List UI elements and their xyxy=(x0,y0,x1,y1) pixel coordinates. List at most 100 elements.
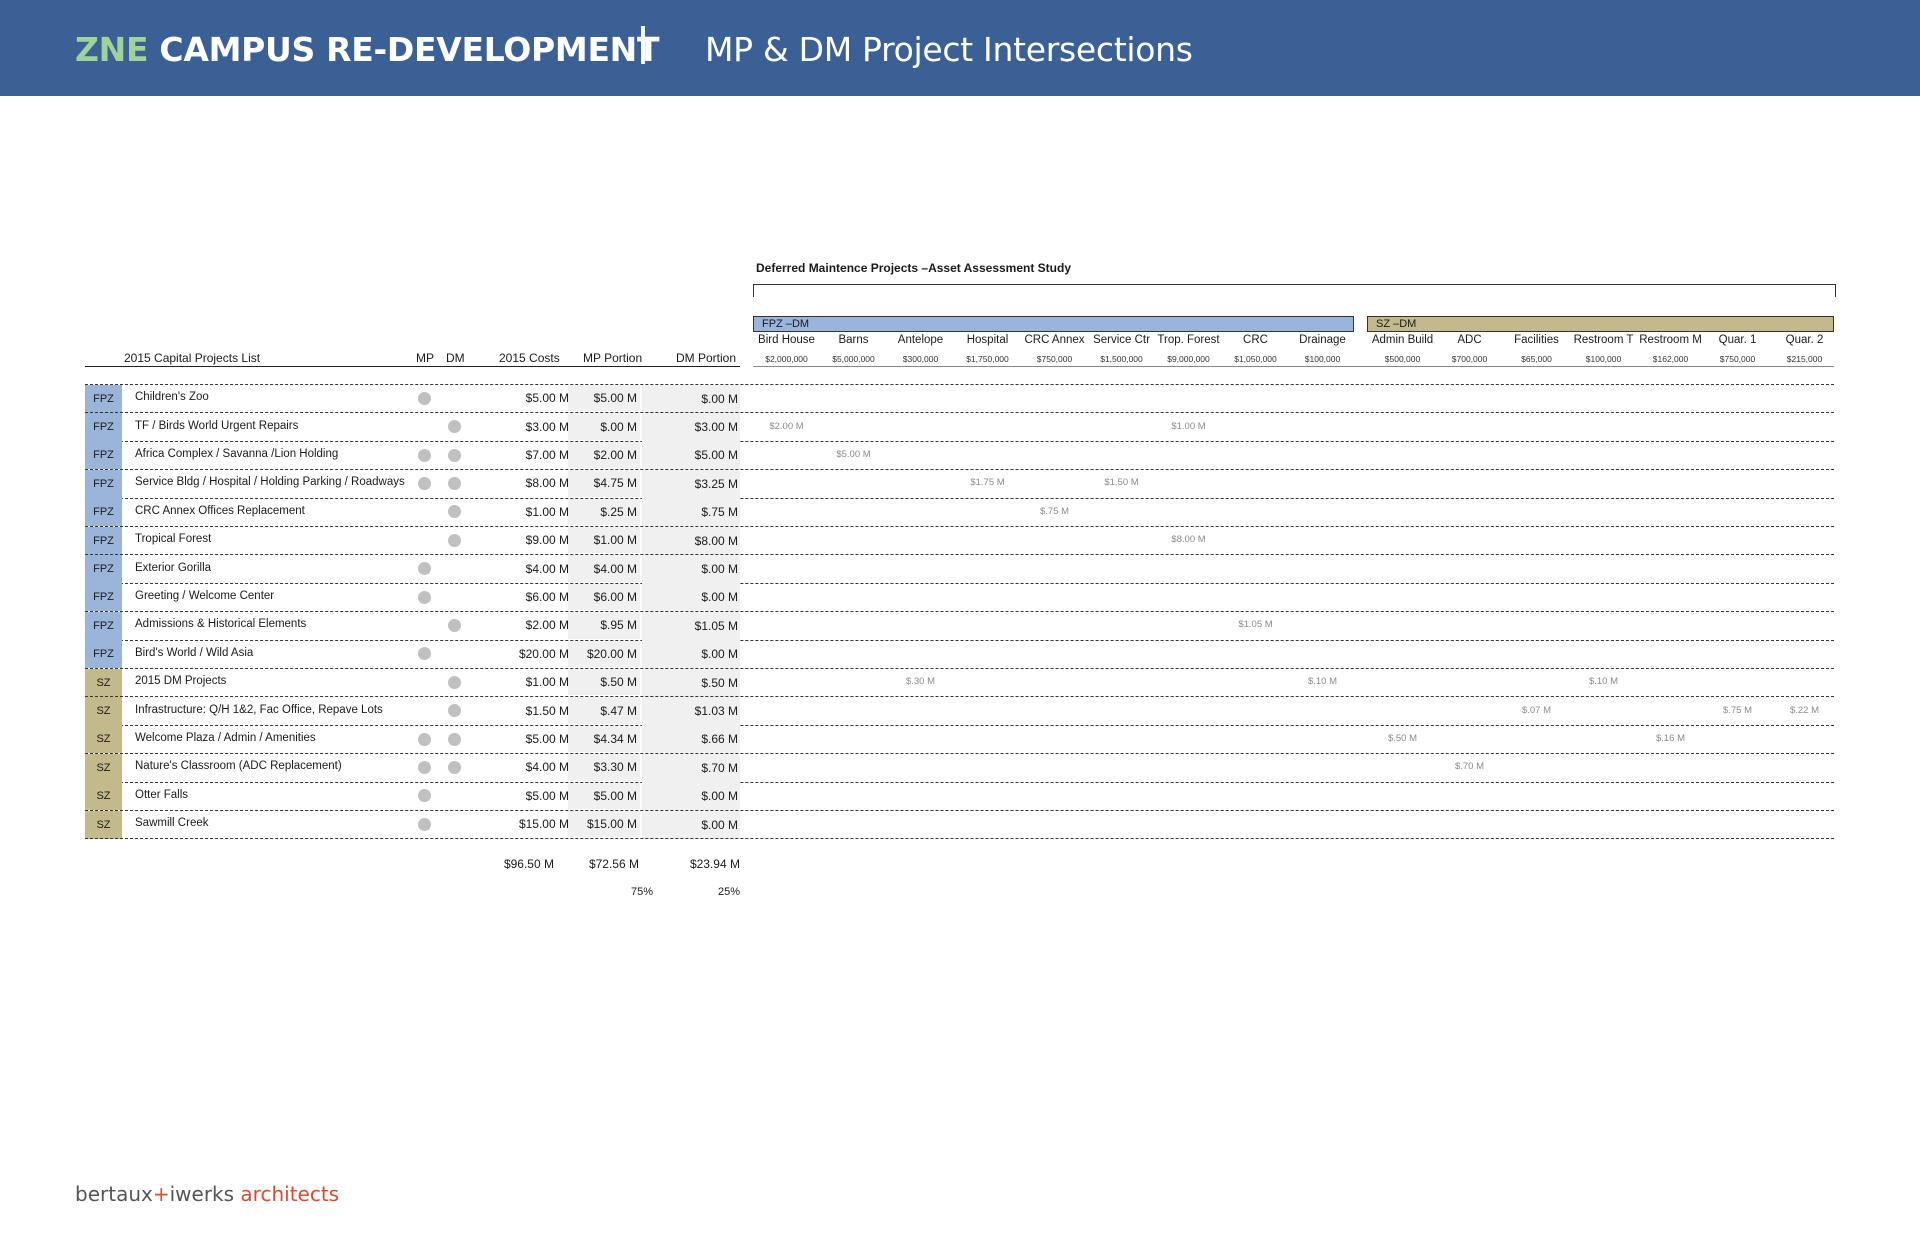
dm-project-cost: $65,000 xyxy=(1521,354,1552,364)
zone-badge: SZ xyxy=(85,810,122,839)
mp-portion-value: $6.00 M xyxy=(593,590,637,604)
dm-indicator-dot xyxy=(448,476,461,490)
mp-portion-value: $15.00 M xyxy=(586,817,637,832)
zone-badge: FPZ xyxy=(85,640,122,669)
mp-portion-cell xyxy=(568,470,640,497)
row-divider xyxy=(85,639,1834,641)
logo-text-c: architects xyxy=(240,1182,340,1206)
mp-portion-cell xyxy=(568,527,640,554)
header-mp: MP xyxy=(416,351,434,365)
mp-portion-value: $3.30 M xyxy=(593,760,637,775)
mp-portion-value: $4.75 M xyxy=(593,476,637,491)
logo-plus: + xyxy=(152,1182,170,1206)
dm-project-name: Restroom T xyxy=(1573,334,1634,346)
project-name: Greeting / Welcome Center xyxy=(135,590,275,602)
project-name: CRC Annex Offices Replacement xyxy=(135,504,305,517)
dm-project-cost: $1,750,000 xyxy=(966,354,1009,364)
mp-indicator-dot xyxy=(418,590,431,604)
cost-value: $2.00 M xyxy=(525,618,569,633)
cost-value: $4.00 M xyxy=(525,561,569,576)
dm-portion-value: $.00 M xyxy=(642,583,740,612)
dm-allocation-cell: $.75 M xyxy=(1039,505,1070,517)
zone-badge: FPZ xyxy=(85,583,122,612)
mp-portion-value: $1.00 M xyxy=(593,533,637,548)
title-prefix: ZNE xyxy=(75,30,149,69)
mp-indicator-dot xyxy=(418,647,431,661)
zone-badge: FPZ xyxy=(85,526,122,555)
project-name: Exterior Gorilla xyxy=(135,561,212,574)
cost-value: $3.00 M xyxy=(525,419,569,434)
dm-portion-value: $.00 M xyxy=(642,384,740,413)
row-divider xyxy=(85,781,1834,783)
cost-value: $1.00 M xyxy=(525,504,569,519)
mp-indicator-dot xyxy=(418,789,431,803)
dm-project-name: Restroom M xyxy=(1639,334,1702,346)
dm-project-cost: $1,500,000 xyxy=(1100,354,1143,364)
project-name: Tropical Forest xyxy=(135,533,212,546)
cost-value: $1.00 M xyxy=(525,675,569,690)
mp-portion-value: $4.34 M xyxy=(593,732,637,746)
mp-portion-cell xyxy=(568,754,640,781)
header-capital-projects-list: 2015 Capital Projects List xyxy=(124,351,261,365)
dm-allocation-cell: $.50 M xyxy=(1387,733,1418,744)
header-dm: DM xyxy=(446,351,465,365)
row-divider xyxy=(85,838,1834,840)
dm-allocation-cell: $.16 M xyxy=(1655,733,1686,744)
mp-portion-cell xyxy=(568,782,640,809)
row-divider xyxy=(85,810,1834,811)
dm-project-cost: $2,000,000 xyxy=(765,354,808,364)
dm-portion-value: $1.03 M xyxy=(642,696,740,725)
cost-value: $5.00 M xyxy=(525,788,569,803)
dm-project-name: Trop. Forest xyxy=(1157,334,1220,346)
dm-project-name: Admin Build xyxy=(1371,334,1434,346)
logo-text-b: iwerks xyxy=(169,1182,235,1206)
mp-portion-cell xyxy=(568,811,640,838)
dm-project-cost: $100,000 xyxy=(1585,354,1622,364)
mp-portion-value: $5.00 M xyxy=(593,788,637,803)
dm-portion-value: $.75 M xyxy=(642,498,740,527)
dm-allocation-cell: $1.50 M xyxy=(1104,477,1139,489)
cost-value: $5.00 M xyxy=(525,391,569,406)
dm-allocation-cell: $1.75 M xyxy=(970,477,1005,489)
dm-portion-value: $.00 M xyxy=(642,810,740,839)
dm-portion-value: $.66 M xyxy=(642,725,740,754)
page-title: ZNE CAMPUS RE-DEVELOPMENT xyxy=(75,30,660,69)
mp-portion-cell xyxy=(568,385,640,412)
dm-allocation-cell: $5.00 M xyxy=(836,449,871,460)
row-divider xyxy=(85,611,1834,613)
cost-value: $5.00 M xyxy=(525,732,569,746)
mp-indicator-dot xyxy=(418,391,431,405)
mp-portion-value: $.50 M xyxy=(600,675,637,690)
mp-portion-value: $.25 M xyxy=(600,504,637,519)
header-banner: ZNE CAMPUS RE-DEVELOPMENT MP & DM Projec… xyxy=(0,0,1920,96)
dm-allocation-cell: $.70 M xyxy=(1454,761,1485,773)
project-name: Bird's World / Wild Asia xyxy=(135,646,254,659)
mp-portion-cell xyxy=(568,725,640,753)
zone-badge: FPZ xyxy=(85,611,122,640)
mp-portion-cell xyxy=(568,583,640,611)
project-name: TF / Birds World Urgent Repairs xyxy=(135,419,299,432)
zone-badge: SZ xyxy=(85,725,122,754)
dm-project-cost: $300,000 xyxy=(902,354,939,364)
dm-project-cost: $162,000 xyxy=(1652,354,1689,364)
dm-portion-value: $3.25 M xyxy=(642,469,740,498)
row-divider xyxy=(85,469,1834,471)
project-name: Children's Zoo xyxy=(135,391,209,404)
dm-project-name: Quar. 1 xyxy=(1718,334,1757,346)
dm-indicator-dot xyxy=(448,760,461,774)
zone-badge: SZ xyxy=(85,696,122,725)
dm-allocation-cell: $.75 M xyxy=(1722,704,1753,716)
mp-portion-cell xyxy=(568,555,640,582)
project-name: Otter Falls xyxy=(135,788,189,801)
dm-project-cost: $5,000,000 xyxy=(832,354,875,364)
cost-value: $6.00 M xyxy=(525,590,569,604)
cost-value: $7.00 M xyxy=(525,448,569,462)
dm-indicator-dot xyxy=(448,533,461,547)
page-subtitle: MP & DM Project Intersections xyxy=(705,30,1193,69)
project-name: Nature's Classroom (ADC Replacement) xyxy=(135,760,342,773)
mp-portion-cell xyxy=(568,498,640,525)
cost-value: $4.00 M xyxy=(525,760,569,775)
dm-project-cost: $500,000 xyxy=(1384,354,1421,364)
dm-portion-value: $8.00 M xyxy=(642,526,740,555)
cost-value: $9.00 M xyxy=(525,533,569,548)
